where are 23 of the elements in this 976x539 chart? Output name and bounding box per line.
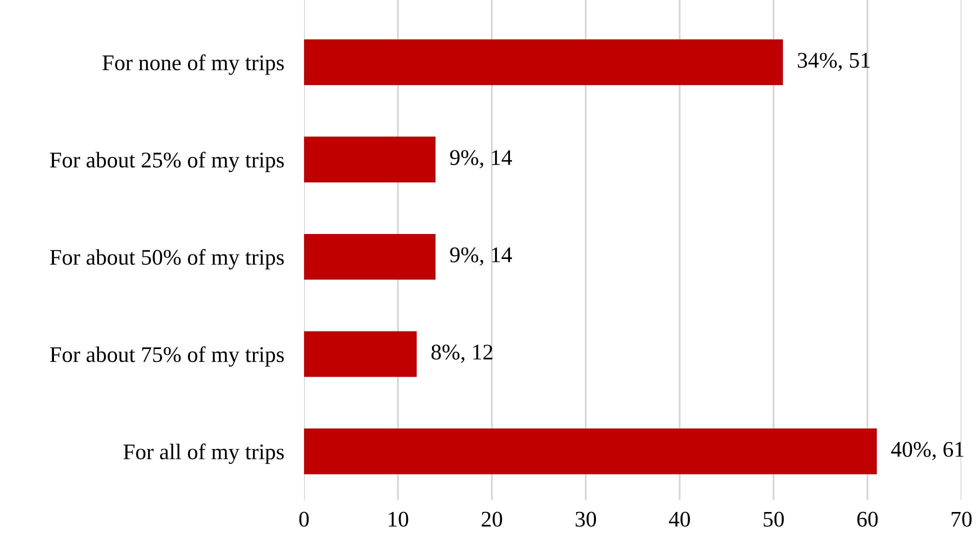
data-label: 9%, 14 — [450, 150, 512, 168]
data-label: 9%, 14 — [450, 247, 512, 266]
x-tick-label: 10 — [388, 512, 408, 527]
bar — [304, 39, 783, 86]
data-label: 34%, 51 — [798, 52, 870, 72]
x-tick-label: 70 — [952, 512, 972, 527]
x-tick-label: 20 — [482, 512, 502, 527]
y-tick-label: For none of my trips — [102, 54, 284, 75]
y-tick-label: For about 75% of my trips — [50, 346, 284, 367]
y-tick-label: For about 25% of my trips — [50, 152, 284, 172]
bar — [304, 331, 417, 377]
x-tick-label: 40 — [668, 512, 690, 527]
bar — [304, 234, 436, 280]
y-tick-label: For about 50% of my trips — [50, 248, 284, 270]
bar — [304, 136, 436, 182]
data-label: 8%, 12 — [431, 344, 492, 363]
x-tick-label: 60 — [857, 512, 878, 527]
x-tick-label: 0 — [299, 512, 309, 527]
x-tick-label: 50 — [764, 512, 784, 527]
bar — [304, 428, 877, 474]
y-tick-label: For all of my trips — [124, 444, 284, 464]
x-tick-label: 30 — [576, 512, 596, 527]
data-label: 40%, 61 — [891, 442, 964, 460]
